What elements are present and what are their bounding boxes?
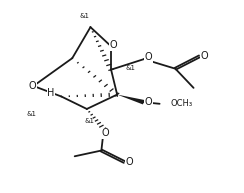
Text: O: O (101, 128, 109, 138)
Text: O: O (200, 51, 208, 61)
Text: H: H (48, 88, 55, 98)
Text: O: O (109, 40, 117, 50)
Text: OCH₃: OCH₃ (171, 99, 193, 108)
Text: O: O (125, 157, 133, 167)
Text: &1: &1 (79, 13, 89, 19)
Text: &1: &1 (125, 65, 135, 71)
Text: &1: &1 (26, 111, 36, 117)
Text: O: O (28, 81, 36, 91)
Text: O: O (145, 52, 152, 62)
Polygon shape (117, 95, 145, 104)
Text: &1: &1 (84, 119, 94, 124)
Text: O: O (145, 97, 152, 107)
